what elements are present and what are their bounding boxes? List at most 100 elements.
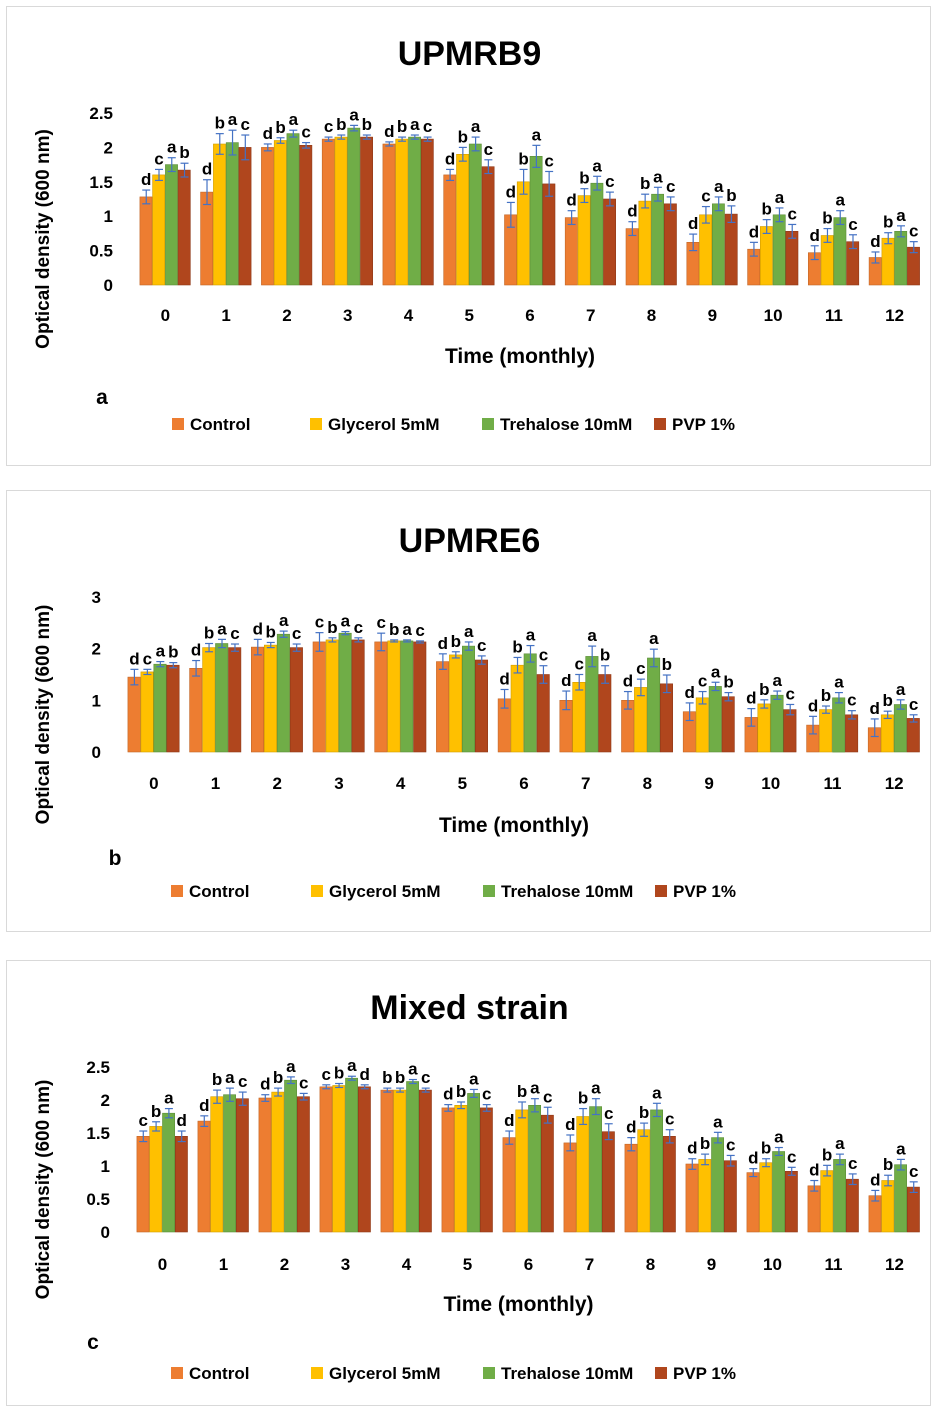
bar-3 — [528, 1105, 541, 1233]
y-tick-label: 2 — [92, 640, 101, 659]
bar-1 — [443, 174, 457, 286]
significance-letter: d — [808, 696, 818, 715]
significance-letter: d — [506, 182, 516, 201]
bar-3 — [406, 1081, 419, 1233]
bar-3 — [589, 1106, 602, 1233]
x-tick-label: 10 — [764, 306, 783, 325]
bar-4 — [536, 674, 550, 753]
y-tick-label: 0 — [101, 1223, 110, 1242]
significance-letter: a — [228, 110, 238, 129]
x-tick-label: 1 — [211, 774, 220, 793]
x-tick-label: 3 — [343, 306, 352, 325]
significance-letter: d — [688, 214, 698, 233]
y-tick-label: 1.5 — [89, 173, 113, 192]
bar-4 — [783, 709, 797, 753]
x-tick-label: 8 — [643, 774, 652, 793]
significance-letter: d — [623, 672, 633, 691]
bar-1 — [312, 641, 326, 753]
significance-letter: b — [600, 646, 610, 665]
significance-letter: a — [532, 125, 542, 144]
significance-letter: c — [421, 1068, 430, 1087]
bar-4 — [845, 714, 859, 753]
bar-4 — [175, 1136, 188, 1233]
bar-3 — [893, 704, 907, 753]
significance-letter: b — [723, 673, 733, 692]
legend-swatch — [655, 1367, 667, 1379]
significance-letter: c — [154, 149, 163, 168]
bar-4 — [659, 683, 673, 753]
significance-letter: c — [698, 672, 707, 691]
significance-letter: c — [423, 117, 432, 136]
significance-letter: c — [543, 1087, 552, 1106]
significance-letter: c — [324, 117, 333, 136]
significance-letter: b — [578, 1089, 588, 1108]
significance-letter: d — [870, 699, 880, 718]
legend-label: PVP 1% — [673, 882, 736, 901]
bar-3 — [651, 193, 664, 286]
significance-letter: a — [587, 626, 597, 645]
x-tick-label: 1 — [219, 1255, 228, 1274]
bar-2 — [698, 1159, 712, 1233]
chart-svg-a: UPMRB9 Optical density (600 nm) 0 0.5 1 1.5 2 2… — [33, 35, 920, 434]
significance-letter: b — [204, 624, 214, 643]
x-tick-label: 11 — [825, 306, 843, 325]
significance-letter: c — [482, 1085, 491, 1104]
bar-4 — [177, 169, 191, 286]
significance-letter: c — [539, 646, 548, 665]
x-tick-label: 10 — [763, 1255, 782, 1274]
significance-letter: b — [389, 620, 399, 639]
legend-swatch — [310, 418, 322, 430]
bar-3 — [711, 1137, 724, 1233]
bar-4 — [785, 231, 799, 286]
bar-1 — [136, 1136, 150, 1233]
significance-letter: b — [640, 174, 650, 193]
x-tick-label: 8 — [647, 306, 656, 325]
significance-letter: d — [749, 222, 759, 241]
significance-letter: a — [471, 117, 481, 136]
x-tick-label: 4 — [404, 306, 414, 325]
x-tick-label: 4 — [396, 774, 406, 793]
x-tick-label: 11 — [823, 774, 841, 793]
x-tick-label: 6 — [524, 1255, 533, 1274]
bar-2 — [572, 682, 586, 753]
significance-letter: b — [212, 1070, 222, 1089]
bar-2 — [273, 140, 287, 286]
significance-letter: c — [544, 151, 553, 170]
significance-letter: c — [299, 1073, 308, 1092]
bar-4 — [418, 1089, 432, 1233]
bar-3 — [215, 643, 229, 753]
bar-2 — [334, 136, 348, 286]
bar-1 — [200, 191, 214, 286]
significance-letter: c — [143, 649, 152, 668]
x-tick-label: 11 — [825, 1255, 843, 1274]
significance-letter: d — [870, 232, 880, 251]
significance-letter: b — [512, 637, 522, 656]
bar-2 — [152, 174, 166, 286]
significance-letter: c — [230, 624, 239, 643]
bar-3 — [833, 1159, 846, 1233]
significance-letter: d — [748, 1149, 758, 1168]
significance-letter: a — [279, 611, 289, 630]
significance-letter: c — [666, 177, 675, 196]
y-tick-label: 1 — [104, 207, 113, 226]
legend-swatch — [172, 418, 184, 430]
significance-letter: a — [592, 156, 602, 175]
significance-letter: a — [653, 167, 663, 186]
x-tick-label: 5 — [458, 774, 467, 793]
significance-letter: d — [504, 1111, 514, 1130]
legend-swatch — [482, 418, 494, 430]
significance-letter: a — [773, 671, 783, 690]
bar-2 — [881, 237, 895, 286]
bar-2 — [515, 1109, 529, 1233]
significance-letter: a — [347, 1056, 357, 1075]
significance-letter: b — [275, 118, 285, 137]
significance-letter: d — [384, 122, 394, 141]
significance-letter: d — [199, 1096, 209, 1115]
bar-2 — [880, 714, 894, 753]
bar-3 — [225, 142, 239, 286]
x-tick-label: 2 — [272, 774, 281, 793]
significance-letter: a — [164, 1089, 174, 1108]
significance-letter: b — [382, 1068, 392, 1087]
bar-1 — [139, 196, 153, 286]
significance-letter: a — [652, 1083, 662, 1102]
